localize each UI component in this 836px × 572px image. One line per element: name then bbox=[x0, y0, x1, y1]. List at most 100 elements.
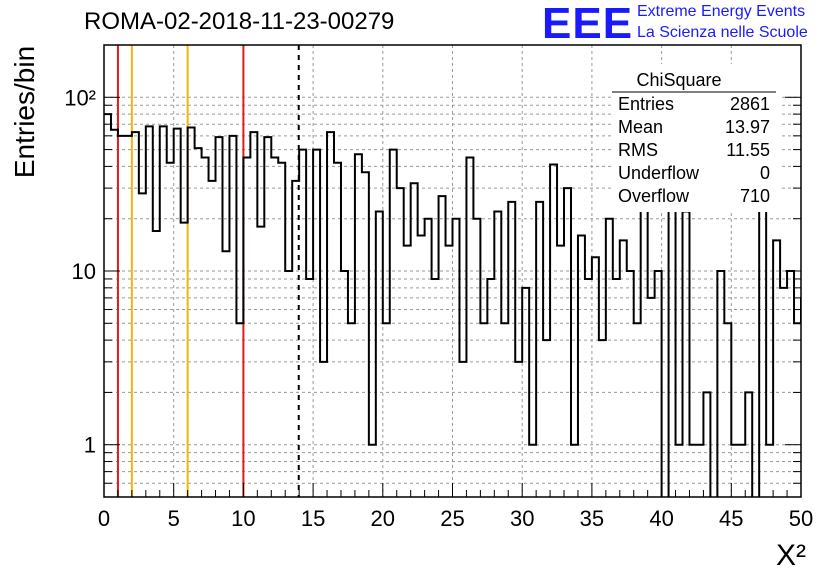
x-tick-label: 20 bbox=[371, 506, 395, 531]
histogram-bin bbox=[655, 271, 662, 497]
axis-ticks bbox=[103, 44, 802, 498]
tick-labels: 0 5 10 15 20 25 30 35 40 45 50 1 10 10² bbox=[64, 85, 813, 531]
histogram-bin bbox=[334, 163, 341, 497]
histogram-bin bbox=[285, 271, 292, 497]
histogram-bin bbox=[683, 212, 690, 497]
histogram-bin bbox=[564, 188, 571, 497]
histogram-bin bbox=[648, 298, 655, 497]
histogram-bin bbox=[515, 362, 522, 497]
histogram-bin bbox=[341, 271, 348, 497]
histogram-bin bbox=[717, 271, 724, 497]
stats-label-rms: RMS bbox=[618, 140, 658, 160]
histogram-bin bbox=[822, 445, 829, 497]
histogram-bin bbox=[174, 129, 181, 497]
histogram-bin bbox=[669, 205, 676, 497]
histogram-bin bbox=[459, 362, 466, 497]
histogram-bin bbox=[606, 219, 613, 497]
histogram-bin bbox=[418, 236, 425, 497]
x-tick-label: 0 bbox=[98, 506, 110, 531]
histogram-bin bbox=[355, 154, 362, 497]
histogram-bin bbox=[578, 236, 585, 497]
stats-value-underflow: 0 bbox=[760, 163, 770, 183]
histogram-bin bbox=[613, 279, 620, 497]
histogram-bin bbox=[550, 165, 557, 497]
histogram-bin bbox=[202, 158, 209, 497]
histogram-bin bbox=[104, 114, 111, 497]
histogram-bin bbox=[815, 240, 822, 497]
histogram-series bbox=[104, 113, 836, 497]
histogram-outline bbox=[104, 113, 801, 497]
histogram-bin bbox=[466, 158, 473, 497]
histogram-bin bbox=[383, 323, 390, 497]
stats-label-overflow: Overflow bbox=[618, 186, 690, 206]
x-tick-label: 45 bbox=[719, 506, 743, 531]
histogram-bin bbox=[397, 188, 404, 497]
histogram-bin bbox=[327, 132, 334, 497]
x-tick-label: 10 bbox=[231, 506, 255, 531]
histogram-bin bbox=[139, 193, 146, 497]
stats-value-overflow: 710 bbox=[740, 186, 770, 206]
histogram-bin bbox=[306, 279, 313, 497]
stats-value-mean: 13.97 bbox=[725, 117, 770, 137]
histogram-bin bbox=[181, 223, 188, 497]
stats-label-underflow: Underflow bbox=[618, 163, 700, 183]
histogram-bin bbox=[167, 163, 174, 497]
run-title: ROMA-02-2018-11-23-00279 bbox=[84, 8, 395, 35]
stats-box-background bbox=[612, 64, 780, 212]
histogram-bin bbox=[188, 128, 195, 497]
histogram-bin bbox=[348, 323, 355, 497]
histogram-bin bbox=[585, 279, 592, 497]
histogram-bin bbox=[627, 271, 634, 497]
histogram-bin bbox=[543, 340, 550, 497]
histogram-bin bbox=[425, 219, 432, 497]
histogram-bin bbox=[829, 279, 836, 497]
histogram-bin bbox=[320, 362, 327, 497]
x-tick-label: 25 bbox=[440, 506, 464, 531]
histogram-bin bbox=[146, 126, 153, 497]
histogram-bin bbox=[439, 196, 446, 497]
histogram-bin bbox=[125, 136, 132, 497]
histogram-bin bbox=[787, 271, 794, 497]
x-tick-label: 40 bbox=[649, 506, 673, 531]
histogram-bin bbox=[487, 279, 494, 497]
histogram-bin bbox=[599, 340, 606, 497]
stats-value-rms: 11.55 bbox=[726, 140, 770, 160]
histogram-bin bbox=[209, 181, 216, 497]
histogram-bin bbox=[480, 323, 487, 497]
logo-tagline-2: La Scienza nelle Scuole bbox=[637, 24, 808, 41]
histogram-bin bbox=[759, 188, 766, 497]
stats-label-mean: Mean bbox=[618, 117, 663, 137]
histogram-bin bbox=[557, 246, 564, 497]
histogram-bin bbox=[794, 323, 801, 497]
eee-logo: EEE bbox=[542, 0, 634, 48]
stats-value-entries: 2861 bbox=[730, 94, 770, 114]
histogram-bin bbox=[362, 172, 369, 497]
histogram-bin bbox=[118, 136, 125, 497]
x-tick-label: 5 bbox=[168, 506, 180, 531]
histogram-bin bbox=[111, 130, 118, 497]
y-tick-label: 10² bbox=[64, 85, 96, 110]
x-tick-label: 35 bbox=[580, 506, 604, 531]
histogram-bin bbox=[236, 323, 243, 497]
histogram-bin bbox=[801, 298, 808, 497]
histogram-bin bbox=[132, 132, 139, 497]
histogram-bin bbox=[243, 158, 250, 497]
histogram-bin bbox=[473, 219, 480, 497]
stats-box: ChiSquare Entries 2861 Mean 13.97 RMS 11… bbox=[612, 64, 780, 212]
histogram-bin bbox=[404, 246, 411, 497]
histogram-bin bbox=[634, 323, 641, 497]
y-tick-label: 10 bbox=[72, 259, 96, 284]
histogram-bin bbox=[808, 392, 815, 497]
x-axis-label: X² bbox=[776, 539, 806, 572]
histogram-bin bbox=[250, 132, 257, 497]
y-tick-label: 1 bbox=[84, 433, 96, 458]
histogram-bin bbox=[453, 219, 460, 497]
histogram-bin bbox=[376, 212, 383, 497]
histogram-bin bbox=[432, 279, 439, 497]
histogram-bin bbox=[494, 212, 501, 497]
histogram-bin bbox=[446, 246, 453, 497]
logo-tagline-1: Extreme Energy Events bbox=[637, 3, 806, 20]
histogram-bin bbox=[724, 323, 731, 497]
x-tick-label: 15 bbox=[301, 506, 325, 531]
